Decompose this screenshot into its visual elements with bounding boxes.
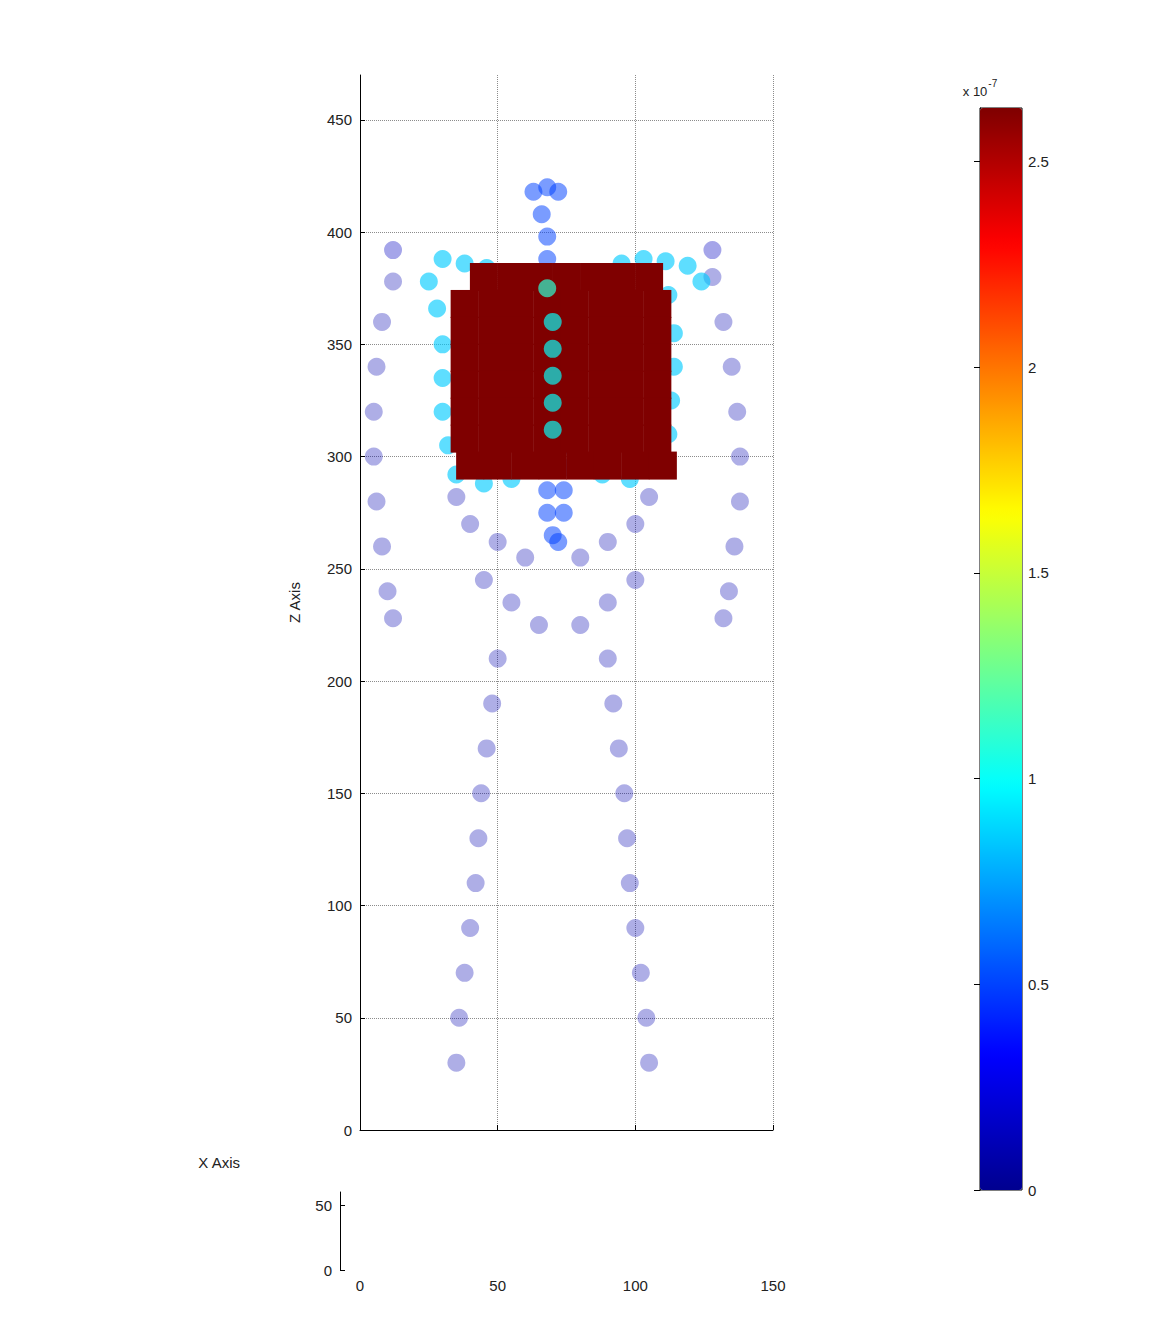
svg-text:50: 50: [489, 1277, 506, 1294]
svg-text:2.5: 2.5: [1028, 153, 1049, 170]
svg-text:0: 0: [324, 1262, 332, 1279]
svg-text:0: 0: [356, 1277, 364, 1294]
svg-text:100: 100: [623, 1277, 648, 1294]
svg-text:150: 150: [760, 1277, 785, 1294]
svg-text:Z Axis: Z Axis: [286, 582, 303, 623]
svg-text:0.5: 0.5: [1028, 976, 1049, 993]
svg-text:2: 2: [1028, 359, 1036, 376]
svg-text:0: 0: [344, 1122, 352, 1139]
svg-text:150: 150: [327, 785, 352, 802]
svg-text:X Axis: X Axis: [198, 1154, 240, 1171]
svg-text:0: 0: [1028, 1182, 1036, 1199]
svg-text:300: 300: [327, 448, 352, 465]
svg-text:250: 250: [327, 560, 352, 577]
svg-text:50: 50: [335, 1009, 352, 1026]
svg-text:200: 200: [327, 673, 352, 690]
svg-text:400: 400: [327, 224, 352, 241]
svg-text:-7: -7: [988, 78, 997, 89]
svg-text:1.5: 1.5: [1028, 564, 1049, 581]
svg-text:100: 100: [327, 897, 352, 914]
svg-text:50: 50: [315, 1197, 332, 1214]
svg-text:1: 1: [1028, 770, 1036, 787]
svg-text:450: 450: [327, 111, 352, 128]
svg-text:350: 350: [327, 336, 352, 353]
svg-text:x 10: x 10: [963, 84, 988, 99]
